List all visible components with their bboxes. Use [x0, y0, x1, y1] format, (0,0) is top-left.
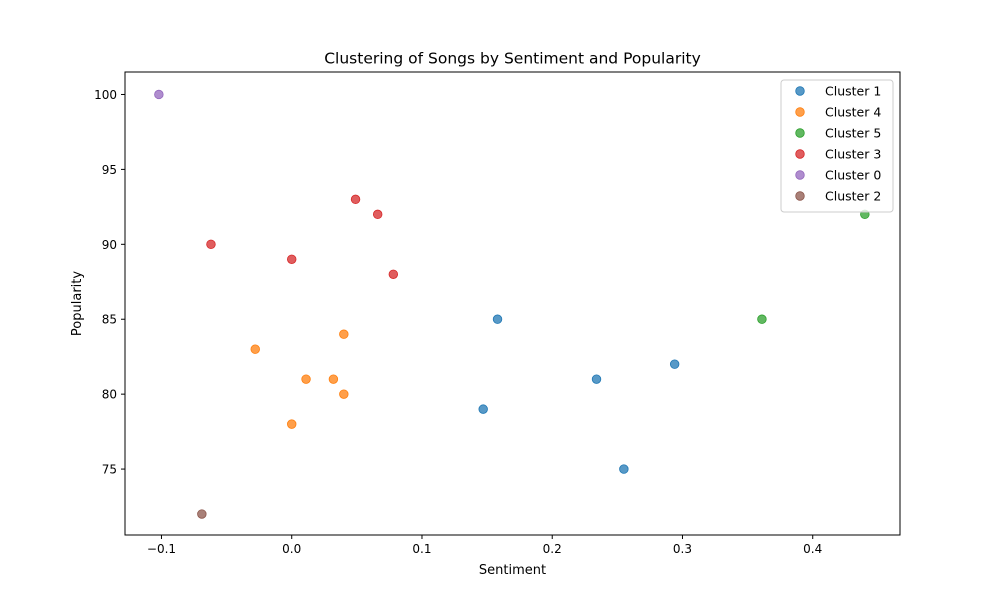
y-tick-label: 80: [102, 388, 117, 402]
legend-marker: [795, 107, 805, 117]
data-points: [154, 89, 870, 519]
data-point: [250, 344, 260, 354]
series-cluster-1: [478, 314, 680, 474]
legend-marker: [795, 191, 805, 201]
legend: Cluster 1 Cluster 4 Cluster 5 Cluster 3 Clus…: [780, 79, 894, 213]
x-tick-label: 0.1: [412, 542, 431, 556]
series-cluster-4: [250, 329, 349, 429]
data-point: [591, 374, 602, 384]
data-point: [350, 194, 361, 205]
data-point: [339, 389, 349, 399]
y-tick-label: 85: [102, 313, 117, 327]
data-point: [287, 254, 297, 264]
data-point: [388, 269, 399, 279]
y-tick-label: 100: [94, 88, 117, 102]
legend-entry: Cluster 1: [825, 84, 881, 99]
legend-marker: [795, 86, 805, 96]
data-point: [492, 314, 503, 324]
x-axis-label: Sentiment: [479, 563, 546, 578]
legend-entry: Cluster 2: [825, 189, 881, 204]
data-point: [757, 314, 767, 324]
x-tick-label: 0.0: [282, 542, 301, 556]
series-cluster-2: [197, 509, 207, 519]
data-point: [328, 374, 339, 384]
data-point: [339, 329, 349, 339]
legend-marker: [795, 149, 805, 159]
series-cluster-0: [154, 89, 164, 100]
chart-title: Clustering of Songs by Sentiment and Pop…: [324, 50, 701, 68]
y-tick-label: 90: [102, 238, 117, 252]
legend-box: [780, 79, 894, 213]
x-axis: −0.1 0.0 0.1 0.2 0.3 0.4: [147, 535, 822, 556]
x-tick-label: 0.2: [543, 542, 562, 556]
legend-entry: Cluster 5: [825, 126, 881, 141]
x-tick-label: 0.3: [673, 542, 692, 556]
data-point: [197, 509, 207, 519]
y-tick-label: 95: [102, 163, 117, 177]
data-point: [154, 89, 164, 100]
legend-marker: [795, 128, 805, 138]
plot-frame: [124, 71, 901, 536]
data-point: [287, 419, 297, 429]
x-tick-label: 0.4: [803, 542, 822, 556]
series-cluster-3: [206, 194, 399, 279]
legend-entry: Cluster 0: [825, 168, 881, 183]
legend-entry: Cluster 3: [825, 147, 881, 162]
data-point: [669, 359, 680, 369]
y-axis-label: Popularity: [70, 271, 85, 336]
x-tick-label: −0.1: [147, 542, 176, 556]
series-cluster-5: [757, 209, 870, 324]
plot-area: [124, 71, 901, 536]
data-point: [372, 209, 383, 220]
y-tick-label: 75: [102, 463, 117, 477]
legend-marker: [795, 170, 805, 180]
data-point: [478, 404, 488, 414]
y-axis: 75 80 85 90 95 100: [94, 88, 125, 477]
data-point: [619, 464, 629, 474]
data-point: [301, 374, 311, 384]
data-point: [206, 239, 216, 250]
legend-entry: Cluster 4: [825, 105, 881, 120]
